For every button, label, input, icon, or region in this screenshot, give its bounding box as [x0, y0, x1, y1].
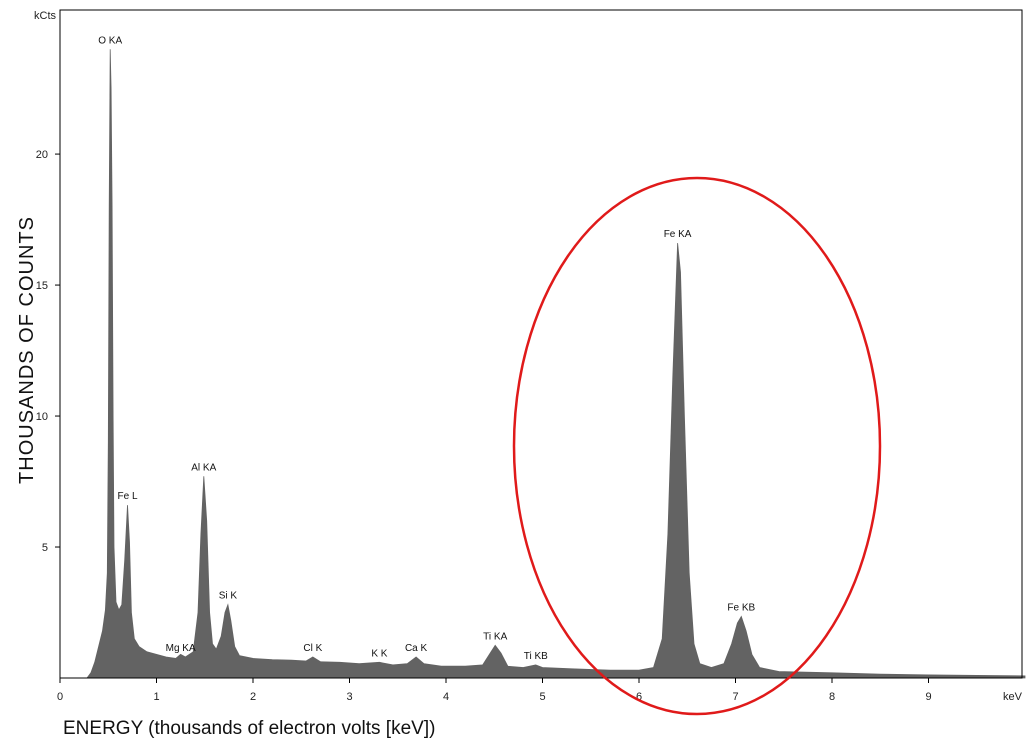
peak-label: Ca K: [405, 643, 428, 654]
highlight-annotation: [512, 176, 882, 716]
x-tick-label: 8: [829, 691, 835, 703]
x-tick-label: 9: [925, 691, 931, 703]
x-tick-label: 5: [539, 691, 545, 703]
peak-label: Fe KB: [727, 602, 755, 613]
x-tick-label: 1: [153, 691, 159, 703]
peak-label: Al KA: [191, 462, 216, 473]
peak-label: K K: [371, 648, 387, 659]
x-unit-label: keV: [1003, 691, 1023, 703]
peak-labels: O KA Fe L Mg KA Al KA Si K Cl K K K Ca K Ti KA Ti…: [98, 35, 755, 662]
x-tick-label: 6: [636, 691, 642, 703]
x-tick-label: 4: [443, 691, 449, 703]
x-tick-label: 2: [250, 691, 256, 703]
peak-label: Si K: [219, 591, 238, 602]
peak-label: Ti KA: [483, 631, 507, 642]
peak-label: O KA: [98, 35, 122, 46]
peak-label: Fe L: [118, 491, 138, 502]
peak-label: Fe KA: [664, 229, 692, 240]
y-unit-label: kCts: [34, 10, 57, 22]
plot-area: [86, 49, 1026, 679]
y-tick-label: 5: [42, 542, 48, 554]
y-axis-title: THOUSANDS OF COUNTS: [16, 216, 38, 484]
spectrum-area: [86, 49, 1026, 679]
axes: 0 1 2 3 4 5 6 7 8 9 5 10 15 20: [36, 9, 1023, 703]
plot-frame: [59, 9, 1023, 679]
y-tick-label: 10: [36, 411, 48, 423]
peak-label: Ti KB: [524, 651, 548, 662]
highlight-ellipse: [512, 176, 882, 716]
x-tick-label: 3: [346, 691, 352, 703]
peak-label: Mg KA: [166, 643, 196, 654]
y-tick-label: 15: [36, 280, 48, 292]
peak-label: Cl K: [303, 643, 322, 654]
x-tick-label: 0: [57, 691, 63, 703]
x-tick-label: 7: [732, 691, 738, 703]
y-tick-label: 20: [36, 149, 48, 161]
x-axis-title: ENERGY (thousands of electron volts [keV…: [63, 718, 435, 739]
